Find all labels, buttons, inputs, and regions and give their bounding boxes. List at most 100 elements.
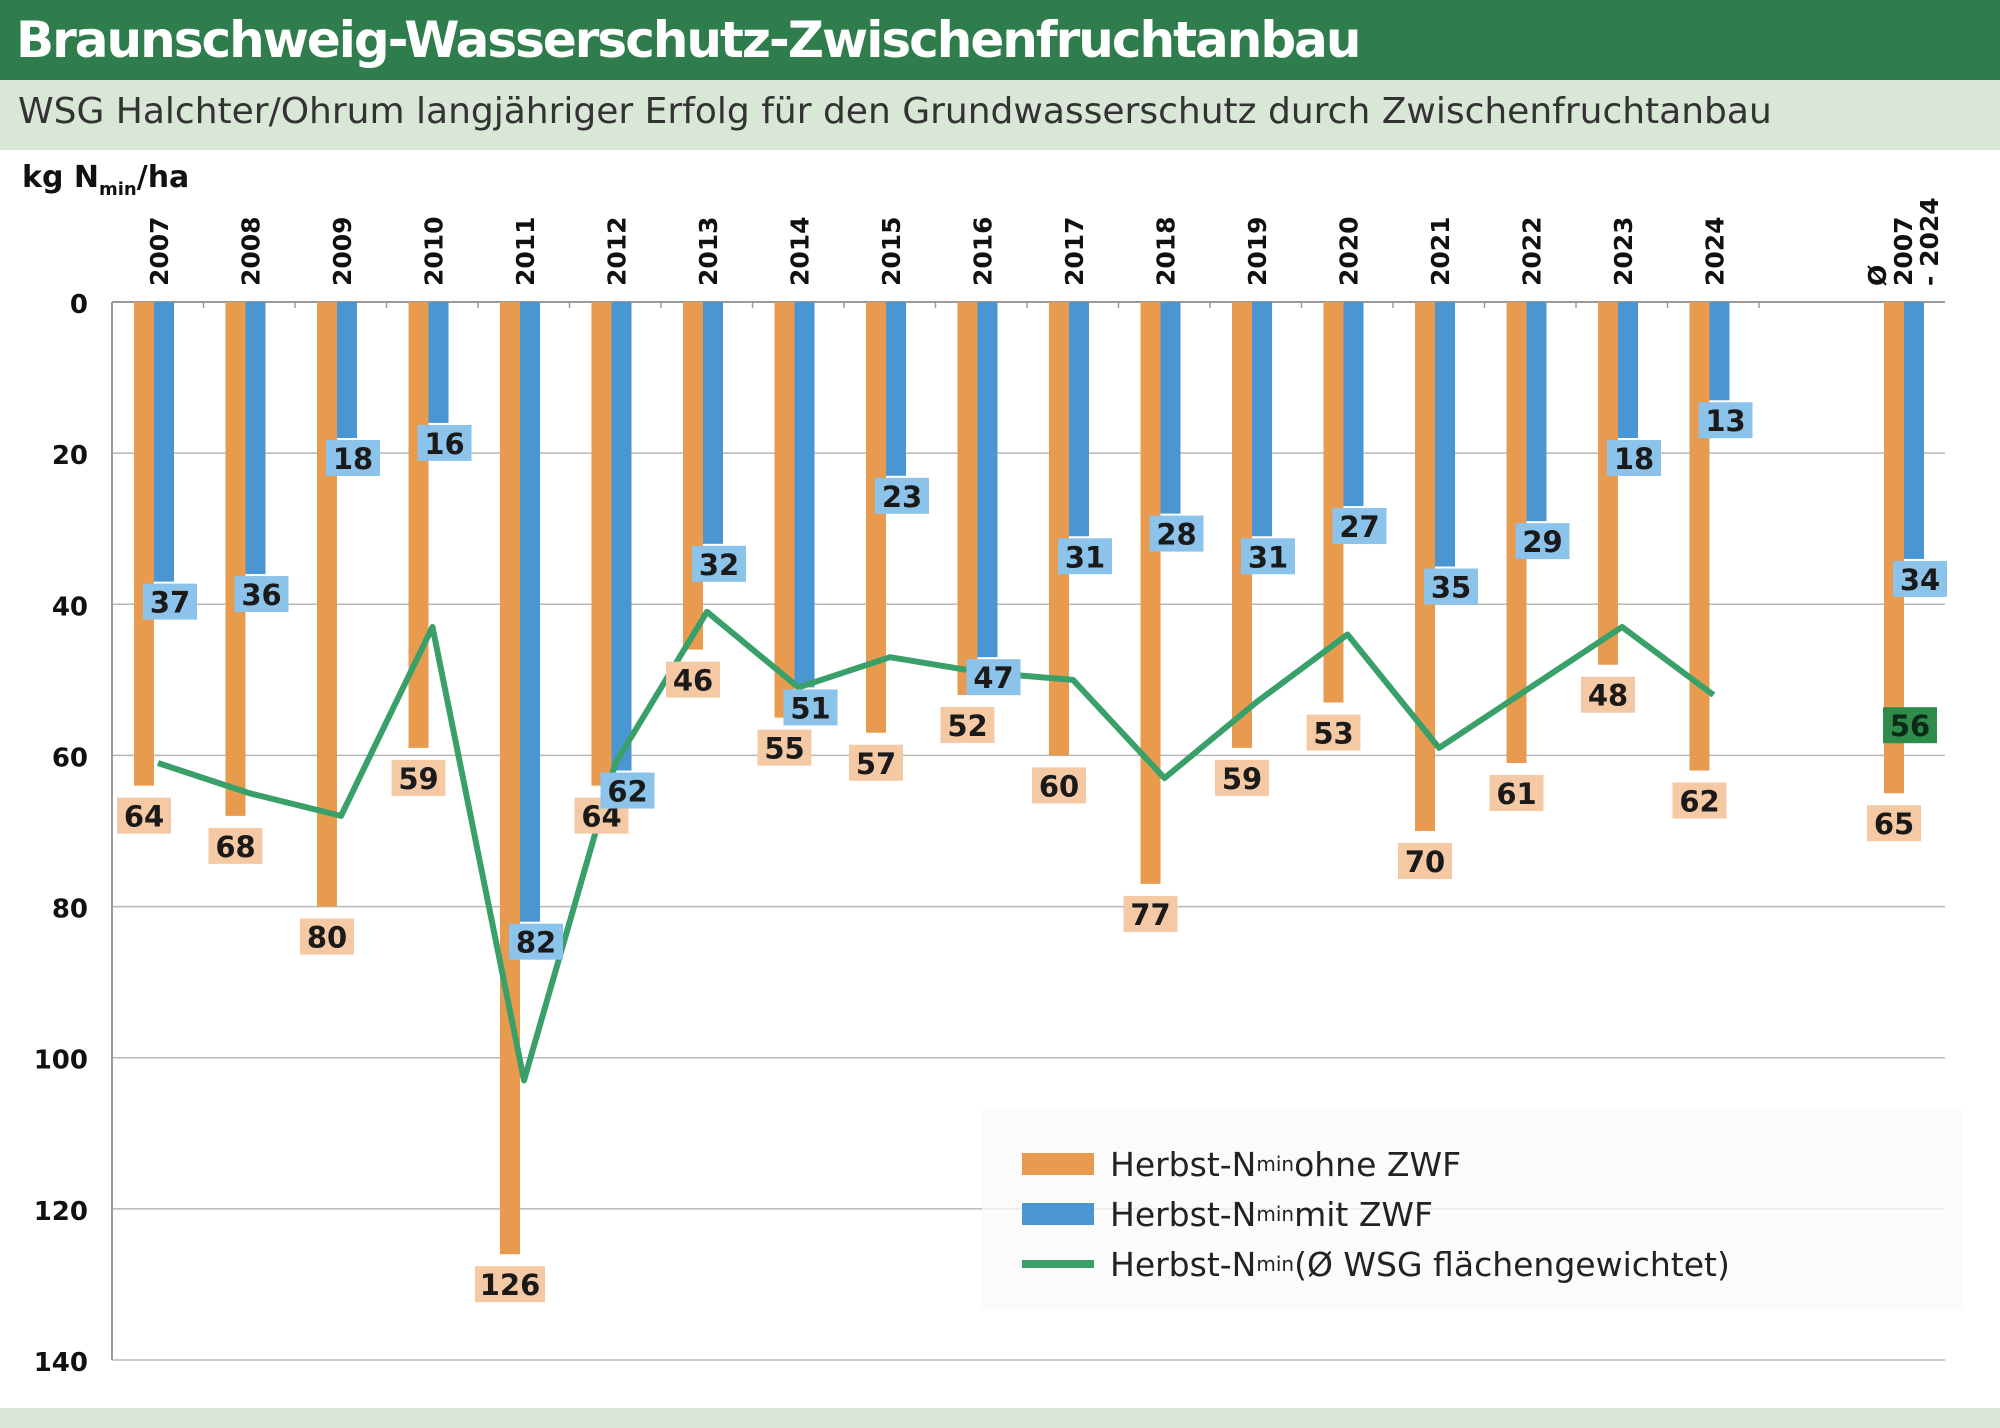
y-tick-label: 100 [34,1046,88,1076]
data-label-mit-zwf-bg [143,583,197,620]
data-label-mit-zwf-bg [1893,560,1947,597]
data-label-mit-zwf-bg [234,576,289,613]
bar-mit-zwf [886,302,906,476]
bar-ohne-zwf [134,302,154,786]
data-label-ohne-zwf-bg [391,759,446,796]
data-label-mit-zwf: 34 [1900,563,1940,597]
bar-mit-zwf [1904,302,1924,559]
legend-item-ohne-zwf: Herbst-N min ohne ZWF [1022,1142,1461,1186]
x-tick-label: 2023 [1609,216,1638,286]
data-label-mit-zwf: 23 [882,480,922,514]
data-label-mit-zwf: 51 [790,691,830,725]
x-tick-label: Ø [1863,265,1892,286]
bar-ohne-zwf [1884,302,1904,794]
legend-swatch-mit-zwf [1022,1203,1094,1225]
data-label-mit-zwf: 62 [607,775,647,809]
data-label-mit-zwf: 16 [424,427,464,461]
data-label-mit-zwf-bg [1607,440,1661,477]
data-label-ohne-zwf-bg [1867,805,1921,842]
x-tick-label: 2017 [1060,216,1089,286]
y-tick-label: 0 [70,290,88,320]
y-tick-label: 140 [34,1348,88,1378]
bar-mit-zwf [1069,302,1089,537]
title-bar [0,0,2000,80]
y-tick-label: 60 [52,743,88,773]
unit-main: kg N [22,160,99,195]
data-label-mit-zwf: 18 [1614,442,1654,476]
data-label-ohne-zwf: 62 [1679,785,1719,819]
data-label-mit-zwf-bg [966,659,1021,696]
bar-ohne-zwf [1232,302,1252,748]
x-tick-label: - 2024 [1915,197,1944,286]
data-label-ohne-zwf: 126 [480,1268,541,1302]
bar-ohne-zwf [683,302,703,650]
bar-ohne-zwf [500,302,520,1255]
bar-mit-zwf [245,302,266,575]
unit-sub: min [98,179,137,200]
data-label-ohne-zwf-bg [940,706,995,743]
unit-rest: /ha [136,160,190,195]
x-tick-label: 2021 [1426,216,1455,286]
bar-mit-zwf [1435,302,1455,567]
data-label-mit-zwf-bg [1332,508,1387,545]
data-label-mit-zwf-bg [600,772,655,809]
bar-ohne-zwf [408,302,429,748]
x-tick-label: 2013 [694,216,723,286]
bar-mit-zwf [154,302,174,582]
data-label-ohne-zwf: 57 [856,747,896,781]
data-label-mit-zwf: 47 [973,661,1013,695]
x-tick-label: 2014 [786,216,815,286]
data-label-ohne-zwf-bg [1215,759,1269,796]
data-label-mit-zwf: 27 [1339,510,1379,544]
data-label-mit-zwf: 31 [1248,540,1288,574]
data-label-mit-zwf: 29 [1522,525,1562,559]
bar-mit-zwf [1160,302,1181,514]
x-tick-label: 2022 [1518,216,1547,286]
data-label-ohne-zwf: 60 [1039,769,1079,803]
bar-ohne-zwf [1140,302,1161,884]
data-label-mit-zwf-bg [875,477,929,514]
data-label-ohne-zwf: 59 [398,762,438,796]
footer-bar [0,1408,2000,1428]
data-label-mit-zwf: 18 [333,442,373,476]
legend-label-sub: min [1256,1252,1295,1276]
legend-item-mit-zwf: Herbst-N min mit ZWF [1022,1192,1433,1236]
data-label-mit-zwf: 82 [516,926,556,960]
y-tick-label: 20 [52,441,88,471]
data-label-ohne-zwf-bg [475,1266,545,1303]
bar-mit-zwf [1252,302,1272,537]
bar-ohne-zwf [1049,302,1069,756]
y-axis-unit-label: kg Nmin/ha [22,160,189,200]
data-label-ohne-zwf: 59 [1222,762,1262,796]
bar-mit-zwf [1343,302,1364,507]
data-label-mit-zwf-bg [1424,568,1478,605]
page-subtitle: WSG Halchter/Ohrum langjähriger Erfolg f… [18,91,1772,132]
legend-label-sub: min [1256,1152,1295,1176]
data-label-wsg-average: 56 [1890,709,1930,743]
data-label-mit-zwf: 36 [241,578,281,612]
subtitle-bar [0,80,2000,150]
bar-ohne-zwf [1323,302,1344,703]
data-label-ohne-zwf-bg [666,661,720,698]
data-label-ohne-zwf: 64 [124,800,164,834]
x-tick-label: 2011 [511,216,540,286]
legend-label-sub: min [1256,1202,1295,1226]
data-label-mit-zwf-bg [417,424,472,461]
data-label-ohne-zwf: 53 [1313,717,1353,751]
data-label-mit-zwf-bg [1058,538,1112,575]
data-label-wsg-average-bg [1883,707,1937,744]
x-tick-label: 2009 [328,216,357,286]
data-label-ohne-zwf-bg [300,918,354,955]
data-label-mit-zwf-bg [692,545,746,582]
x-tick-label: 2015 [877,216,906,286]
series-line-wsg [157,608,1716,1084]
bar-mit-zwf [428,302,449,423]
data-label-mit-zwf: 37 [150,586,190,620]
bar-mit-zwf [520,302,540,922]
data-label-ohne-zwf: 80 [307,921,347,955]
legend-swatch-ohne-zwf [1022,1153,1094,1175]
data-label-mit-zwf-bg [1698,402,1753,439]
legend-item-wsg-line: Herbst-N min (Ø WSG flächengewichtet) [1022,1242,1730,1286]
x-tick-label: 2019 [1243,216,1272,286]
